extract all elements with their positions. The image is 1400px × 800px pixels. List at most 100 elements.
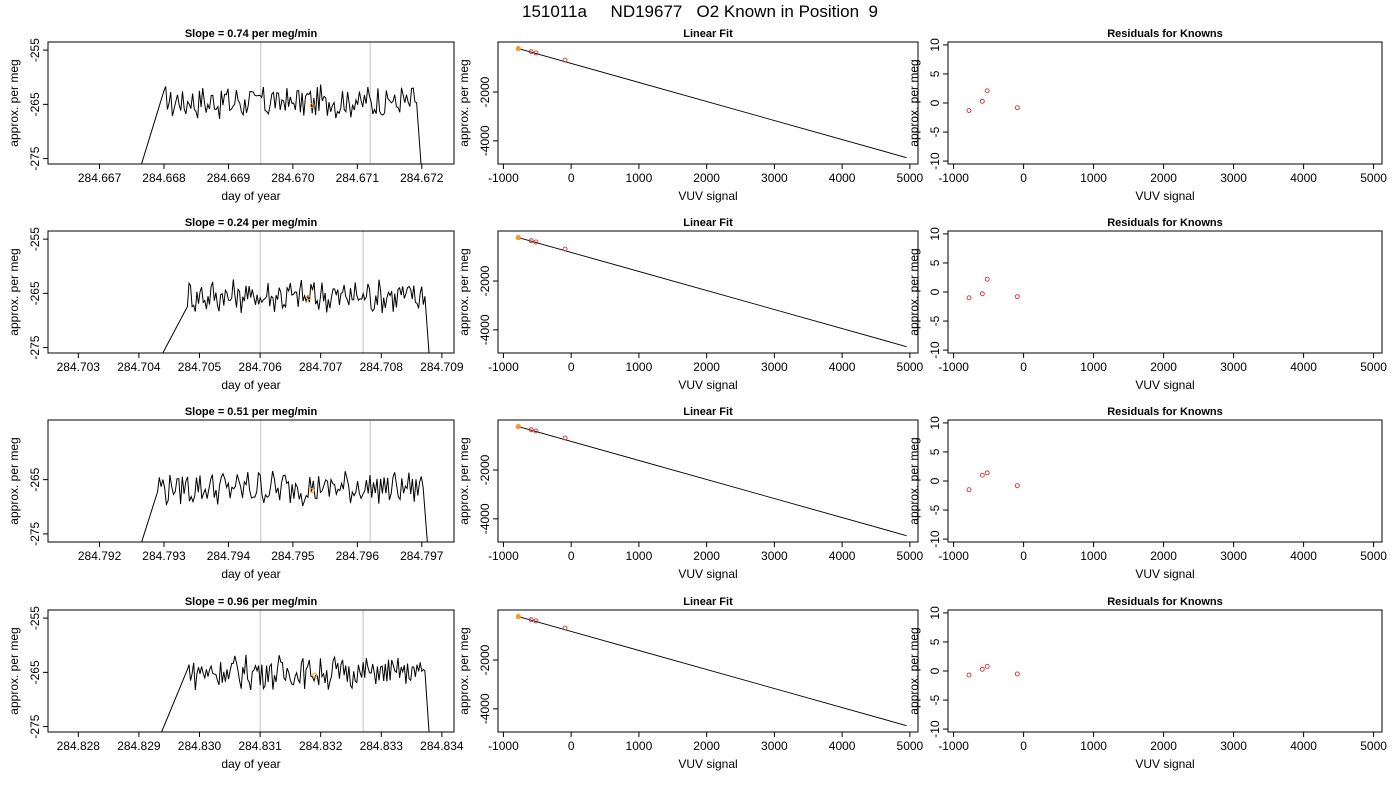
chart-title: Linear Fit [683,406,733,418]
x-tick-label: 0 [568,549,575,563]
plot-frame [47,419,455,543]
x-axis-label: VUV signal [678,567,737,581]
x-tick-label: 5000 [897,549,924,563]
y-tick-label: -255 [28,606,42,630]
plot-frame [947,419,1383,543]
y-tick-label: -2000 [478,265,492,296]
data-point-2 [528,617,534,623]
known-point [515,424,521,430]
x-tick-label: 0 [1020,360,1027,374]
y-tick-label: -265 [28,92,42,116]
plot-frame [947,41,1383,165]
x-tick-label: 2000 [1150,171,1177,185]
highlight-point [312,672,318,678]
data-point-3 [533,618,539,624]
y-axis-label: approx. per meg [457,437,471,524]
chart-panel-1-4: Slope = 0.96 per meg/min 284.828 284.829 28… [7,596,464,771]
chart-title: Linear Fit [683,217,733,229]
data-point-2 [528,49,534,55]
x-axis-label: VUV signal [678,189,737,203]
x-tick-label: 5000 [897,739,924,753]
fit-line [518,237,907,348]
x-tick-label: 284.706 [238,360,282,374]
y-axis-label: approx. per meg [457,627,471,714]
y-tick-label: -10 [928,341,942,359]
x-tick-label: -1000 [938,360,969,374]
x-tick-label: -1000 [938,549,969,563]
x-tick-label: 2000 [693,171,720,185]
y-tick-label: -10 [928,152,942,170]
known-point [515,46,521,52]
x-tick-label: 284.709 [420,360,464,374]
x-axis-label: day of year [221,567,280,581]
x-tick-label: 284.672 [400,171,444,185]
x-tick-label: 284.831 [238,739,282,753]
data-point-3 [533,428,539,434]
y-axis-label: approx. per meg [907,59,921,146]
chart-panel-2-3: Linear Fit -1000 0 1000 2000 3000 4000 5000 -200… [457,406,924,581]
chart-panel-3-3: Residuals for Knowns -1000 0 1000 2000 3000 40… [907,406,1387,581]
x-axis-label: VUV signal [678,757,737,771]
x-tick-label: 2000 [693,549,720,563]
data-point-1 [966,487,972,493]
chart-title: Slope = 0.96 per meg/min [185,596,318,608]
x-tick-label: 1000 [1080,739,1107,753]
plot-marks [515,614,907,727]
y-tick-label: -275 [28,146,42,170]
chart-title: Linear Fit [683,596,733,608]
x-tick-label: 2000 [1150,360,1177,374]
data-point-4 [1014,671,1020,677]
y-tick-label: -5 [928,315,942,326]
data-point-1 [966,108,972,114]
chart-panel-1-3: Slope = 0.51 per meg/min 284.792 284.793 28… [7,406,455,581]
chart-panel-1-2: Slope = 0.24 per meg/min 284.703 284.704 28… [7,217,464,392]
fit-line [518,616,907,727]
x-tick-label: -1000 [938,739,969,753]
data-point-4 [1014,105,1020,111]
plot-frame [47,41,455,165]
y-tick-label: 10 [928,416,942,430]
data-trace [161,654,430,732]
data-point-2 [979,472,985,478]
x-tick-label: 5000 [1360,171,1387,185]
y-axis-label: approx. per meg [457,59,471,146]
y-tick-label: -10 [928,530,942,548]
x-axis-label: VUV signal [1135,757,1194,771]
x-tick-label: 4000 [1290,171,1317,185]
y-tick-label: -5 [928,504,942,515]
x-tick-label: 5000 [897,360,924,374]
plot-marks [141,420,428,542]
data-point-2 [979,291,985,297]
x-axis-label: VUV signal [1135,189,1194,203]
y-tick-label: -275 [28,522,42,546]
x-tick-label: 3000 [1220,360,1247,374]
x-tick-label: 1000 [626,360,653,374]
data-point-2 [979,666,985,672]
x-tick-label: 284.828 [57,739,101,753]
plot-frame [947,609,1383,733]
x-tick-label: 2000 [693,739,720,753]
data-trace [141,470,428,542]
x-tick-label: 284.668 [142,171,186,185]
x-tick-label: 284.708 [360,360,404,374]
known-point [515,614,521,620]
y-tick-label: -5 [928,126,942,137]
chart-panel-2-2: Linear Fit -1000 0 1000 2000 3000 4000 5000 -200… [457,217,924,392]
y-axis-label: approx. per meg [907,437,921,524]
x-tick-label: -1000 [488,171,519,185]
x-tick-label: 284.704 [117,360,161,374]
chart-panel-3-4: Residuals for Knowns -1000 0 1000 2000 3000 40… [907,596,1387,771]
plot-marks [140,42,422,164]
x-tick-label: 4000 [829,360,856,374]
y-tick-label: -4000 [478,503,492,534]
x-tick-label: 284.792 [78,549,122,563]
x-tick-label: 3000 [761,360,788,374]
x-tick-label: 5000 [1360,739,1387,753]
y-tick-label: -265 [28,281,42,305]
x-tick-label: 0 [1020,549,1027,563]
chart-title: Residuals for Knowns [1107,28,1223,40]
x-tick-label: 284.667 [78,171,122,185]
y-tick-label: -4000 [478,693,492,724]
plot-marks [966,663,1020,678]
plot-frame [947,230,1383,354]
